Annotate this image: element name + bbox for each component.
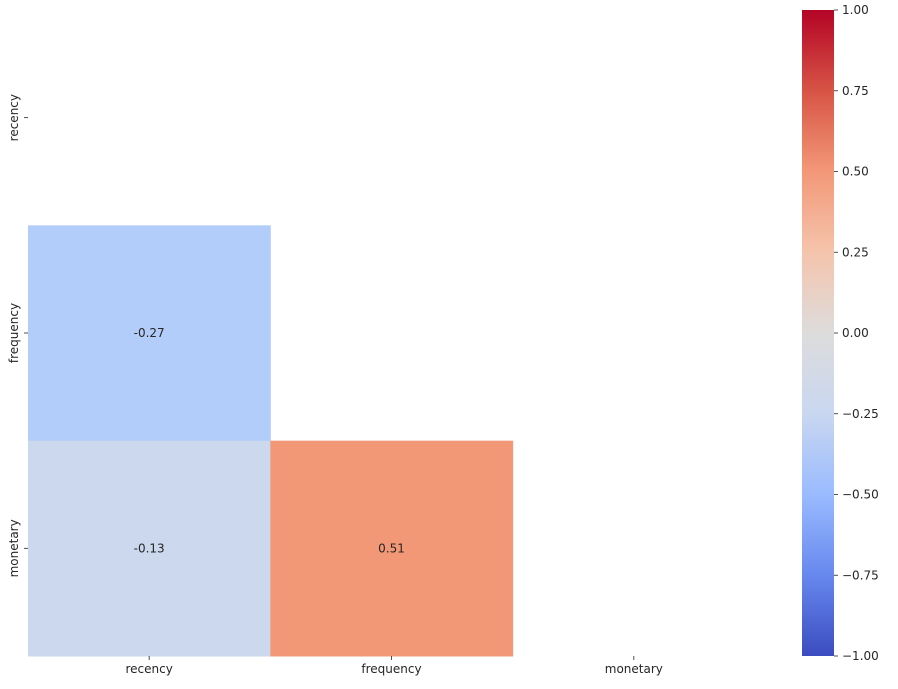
colorbar-tick-label: 0.75 bbox=[842, 84, 869, 98]
x-axis-ticks: recency frequency monetary bbox=[125, 656, 663, 676]
colorbar-tick-label: 0.25 bbox=[842, 245, 869, 259]
heatmap-cell bbox=[270, 440, 514, 657]
colorbar-ticks: 1.00 0.75 0.50 0.25 0.00 −0.25 −0.50 −0.75 −1.00 bbox=[834, 3, 879, 663]
colorbar-tick-label: −0.25 bbox=[842, 407, 879, 421]
colorbar-tick-label: 1.00 bbox=[842, 3, 869, 17]
colorbar: 1.00 0.75 0.50 0.25 0.00 −0.25 −0.50 −0.75 −1.00 bbox=[802, 3, 879, 663]
colorbar-tick-label: 0.50 bbox=[842, 165, 869, 179]
colorbar-tick-label: 0.00 bbox=[842, 326, 869, 340]
heatmap-cell bbox=[28, 225, 271, 442]
y-tick-label: monetary bbox=[7, 519, 21, 577]
x-tick-label: monetary bbox=[605, 662, 663, 676]
x-tick-label: recency bbox=[125, 662, 172, 676]
x-tick-label: frequency bbox=[361, 662, 421, 676]
cell-value-label: 0.51 bbox=[378, 541, 405, 555]
colorbar-tick-label: −1.00 bbox=[842, 649, 879, 663]
colorbar-gradient bbox=[802, 10, 834, 656]
y-tick-label: recency bbox=[7, 94, 21, 141]
cell-value-label: -0.13 bbox=[134, 541, 165, 555]
y-tick-label: frequency bbox=[7, 303, 21, 363]
colorbar-tick-label: −0.75 bbox=[842, 568, 879, 582]
heatmap-cell bbox=[28, 440, 271, 657]
y-axis-ticks: recency frequency monetary bbox=[7, 94, 28, 577]
heatmap-cells: -0.27 -0.13 0.51 bbox=[28, 225, 514, 657]
colorbar-tick-label: −0.50 bbox=[842, 488, 879, 502]
cell-value-label: -0.27 bbox=[134, 326, 165, 340]
